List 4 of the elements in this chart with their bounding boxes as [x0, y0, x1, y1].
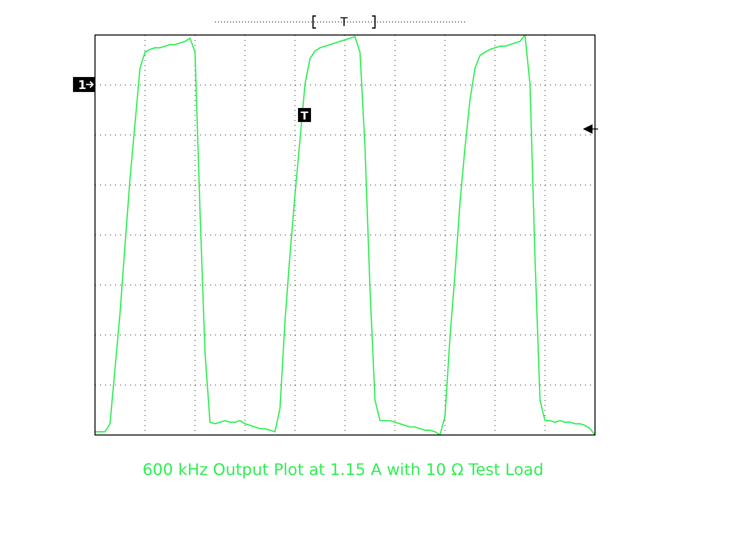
trigger-marker-icon: T — [298, 108, 311, 122]
annotation: T — [300, 110, 309, 122]
text: 600 kHz Output Plot at 1.15 A with 10 Ω Test Load — [142, 460, 544, 479]
channel-marker-icon: 1 — [73, 77, 95, 92]
